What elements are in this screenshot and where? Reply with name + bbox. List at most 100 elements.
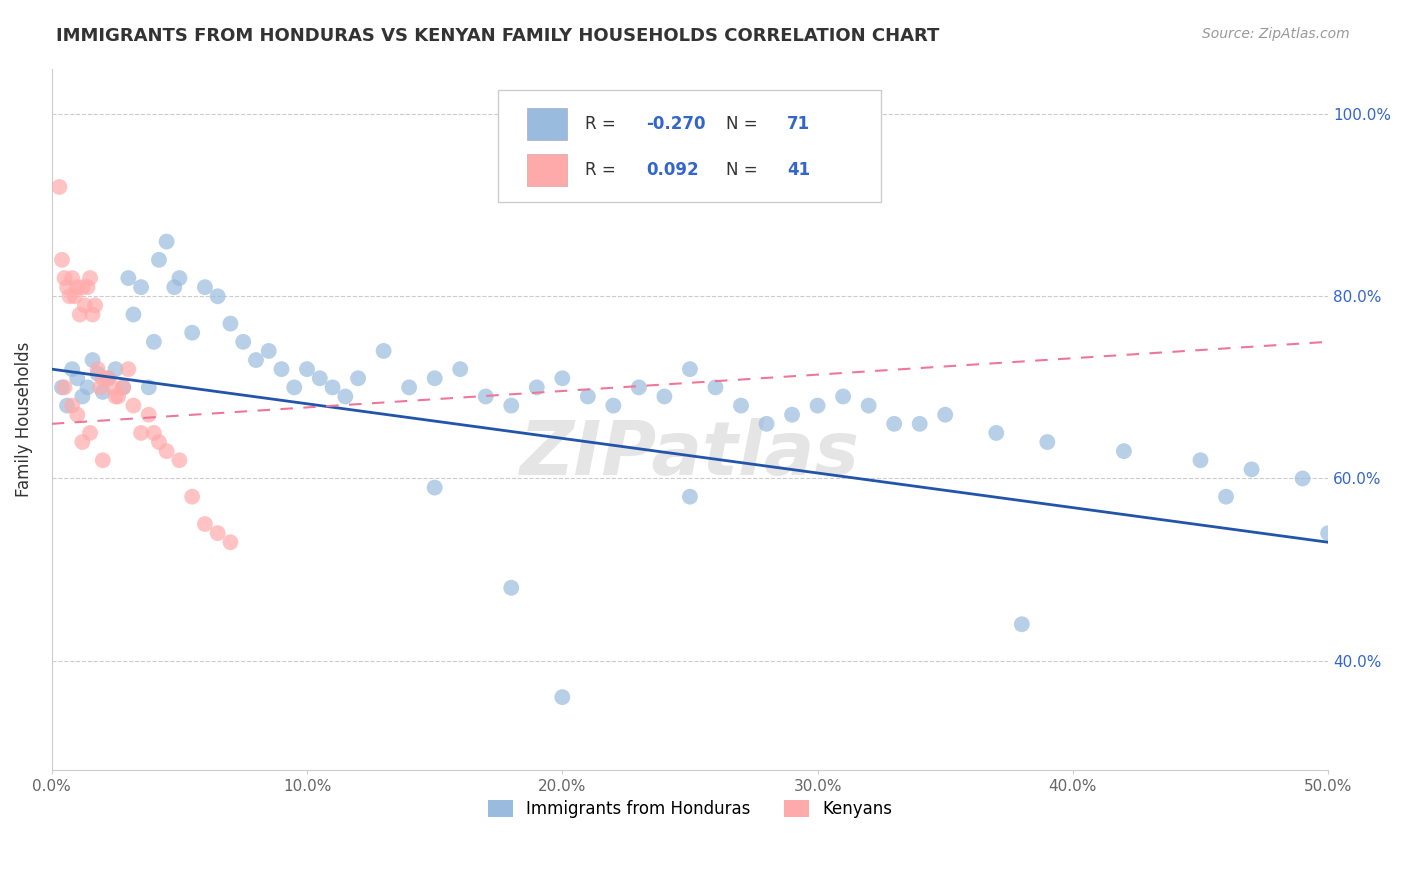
Text: ZIPatlas: ZIPatlas bbox=[520, 417, 860, 491]
Point bbox=[1189, 453, 1212, 467]
Point bbox=[1112, 444, 1135, 458]
Text: R =: R = bbox=[585, 161, 621, 179]
Point bbox=[66, 280, 89, 294]
Point bbox=[104, 389, 127, 403]
Point bbox=[679, 362, 702, 376]
Text: 0.092: 0.092 bbox=[647, 161, 699, 179]
Point bbox=[806, 399, 828, 413]
Point bbox=[551, 371, 574, 385]
Point bbox=[79, 271, 101, 285]
Point bbox=[156, 444, 179, 458]
Point bbox=[194, 280, 217, 294]
Point bbox=[181, 490, 204, 504]
Point bbox=[84, 298, 107, 312]
Point bbox=[60, 271, 83, 285]
Point bbox=[66, 408, 89, 422]
Point bbox=[142, 425, 165, 440]
Point bbox=[142, 334, 165, 349]
Point bbox=[117, 271, 139, 285]
Point bbox=[51, 252, 73, 267]
Text: IMMIGRANTS FROM HONDURAS VS KENYAN FAMILY HOUSEHOLDS CORRELATION CHART: IMMIGRANTS FROM HONDURAS VS KENYAN FAMIL… bbox=[56, 27, 939, 45]
Point bbox=[138, 408, 160, 422]
Point bbox=[207, 526, 229, 541]
Point bbox=[501, 581, 523, 595]
Point bbox=[755, 417, 778, 431]
Point bbox=[934, 408, 956, 422]
Point bbox=[704, 380, 727, 394]
Point bbox=[270, 362, 292, 376]
Point bbox=[63, 289, 86, 303]
Point bbox=[59, 289, 82, 303]
Point bbox=[986, 425, 1008, 440]
Point bbox=[423, 371, 446, 385]
Bar bbox=[527, 154, 568, 186]
Point bbox=[169, 453, 191, 467]
Point bbox=[60, 362, 83, 376]
Text: N =: N = bbox=[725, 161, 762, 179]
Point bbox=[474, 389, 496, 403]
Point bbox=[219, 535, 242, 549]
Point bbox=[82, 353, 104, 368]
Point bbox=[79, 425, 101, 440]
Point bbox=[908, 417, 931, 431]
Point bbox=[91, 371, 114, 385]
Point bbox=[72, 280, 94, 294]
Point bbox=[283, 380, 305, 394]
Point bbox=[66, 371, 89, 385]
Text: -0.270: -0.270 bbox=[647, 115, 706, 133]
Point bbox=[48, 180, 70, 194]
Point bbox=[883, 417, 905, 431]
Point bbox=[654, 389, 676, 403]
Point bbox=[91, 384, 114, 399]
Point bbox=[373, 343, 395, 358]
Point bbox=[780, 408, 803, 422]
Point bbox=[53, 271, 76, 285]
Point bbox=[76, 380, 98, 394]
Point bbox=[53, 380, 76, 394]
Y-axis label: Family Households: Family Households bbox=[15, 342, 32, 497]
Point bbox=[148, 252, 170, 267]
Point bbox=[257, 343, 280, 358]
Point bbox=[602, 399, 624, 413]
Point bbox=[148, 435, 170, 450]
Point bbox=[679, 490, 702, 504]
Point bbox=[501, 399, 523, 413]
Point bbox=[122, 399, 145, 413]
Text: 41: 41 bbox=[787, 161, 810, 179]
Point bbox=[1011, 617, 1033, 632]
Point bbox=[347, 371, 370, 385]
Point bbox=[56, 280, 79, 294]
Point bbox=[449, 362, 471, 376]
Point bbox=[308, 371, 330, 385]
Point bbox=[112, 380, 135, 394]
Point bbox=[56, 399, 79, 413]
Text: R =: R = bbox=[585, 115, 621, 133]
Point bbox=[138, 380, 160, 394]
Point bbox=[129, 280, 152, 294]
FancyBboxPatch shape bbox=[499, 89, 882, 202]
Point bbox=[181, 326, 204, 340]
Point bbox=[398, 380, 420, 394]
Point bbox=[1240, 462, 1263, 476]
Text: N =: N = bbox=[725, 115, 762, 133]
Point bbox=[576, 389, 599, 403]
Point bbox=[73, 298, 96, 312]
Point bbox=[107, 389, 129, 403]
Point bbox=[129, 425, 152, 440]
Text: Source: ZipAtlas.com: Source: ZipAtlas.com bbox=[1202, 27, 1350, 41]
Legend: Immigrants from Honduras, Kenyans: Immigrants from Honduras, Kenyans bbox=[481, 793, 898, 825]
Point bbox=[832, 389, 855, 403]
Point bbox=[730, 399, 752, 413]
Point bbox=[72, 389, 94, 403]
Point bbox=[627, 380, 650, 394]
Point bbox=[76, 280, 98, 294]
Point bbox=[112, 380, 135, 394]
Point bbox=[82, 308, 104, 322]
Point bbox=[858, 399, 880, 413]
Point bbox=[72, 435, 94, 450]
Bar bbox=[527, 108, 568, 139]
Point bbox=[219, 317, 242, 331]
Point bbox=[207, 289, 229, 303]
Point bbox=[104, 362, 127, 376]
Point bbox=[1291, 471, 1313, 485]
